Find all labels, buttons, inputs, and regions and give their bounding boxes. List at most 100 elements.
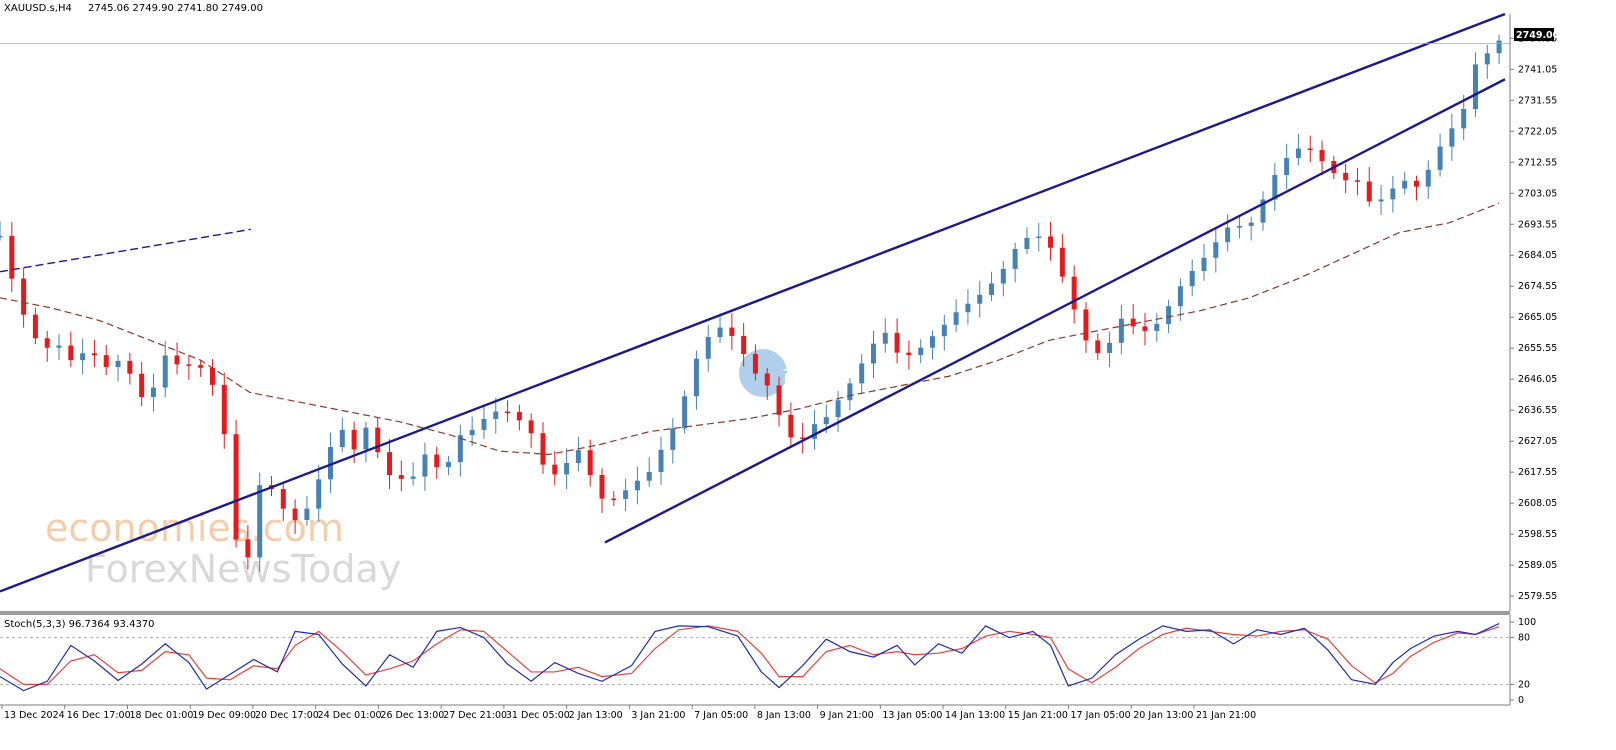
price-tick-label: 2646.05 (1518, 374, 1557, 385)
candle-bull (115, 360, 121, 367)
candle-bull (1213, 242, 1219, 258)
candle-bear (906, 352, 912, 356)
price-tick-label: 2589.05 (1518, 560, 1557, 571)
candle-bull (446, 462, 452, 468)
candle-bear (103, 355, 109, 367)
time-tick-label: 16 Dec 17:00 (67, 710, 131, 721)
time-tick-label: 7 Jan 05:00 (694, 710, 748, 721)
candle-bull (457, 435, 463, 463)
candle-bull (870, 343, 876, 364)
candle-bear (528, 420, 534, 434)
candle-bear (552, 464, 558, 475)
price-tick-label: 2703.05 (1518, 188, 1557, 199)
candle-bull (1378, 199, 1384, 202)
price-tick-label: 2684.05 (1518, 250, 1557, 261)
candle-bear (209, 367, 215, 385)
candle-bull (80, 353, 86, 361)
candle-bull (941, 324, 947, 337)
symbol-label: XAUUSD.s,H4 (4, 3, 72, 14)
candle-bull (1390, 188, 1396, 200)
candle-bear (1083, 309, 1089, 341)
candle-bull (646, 471, 652, 481)
price-tick-label: 2693.55 (1518, 219, 1557, 230)
watermark-economies: economies.com (45, 506, 344, 550)
candle-bear (245, 539, 251, 558)
candle-bear (174, 355, 180, 365)
time-tick-label: 31 Dec 05:00 (506, 710, 570, 721)
candle-bear (351, 429, 357, 450)
candle-bull (634, 480, 640, 491)
candle-bear (292, 508, 298, 520)
candle-bull (965, 303, 971, 313)
candle-bull (1425, 169, 1431, 187)
price-tick-label: 2665.05 (1518, 312, 1557, 323)
candle-bear (139, 373, 145, 398)
candle-bear (9, 235, 15, 279)
channel-upper-line (0, 12, 1506, 593)
candle-bull (658, 449, 664, 472)
candle-bull (953, 312, 959, 325)
candle-bear (611, 498, 617, 501)
candle-bear (1413, 180, 1419, 187)
candle-bear (752, 354, 758, 374)
candle-bull (811, 424, 817, 439)
candle-bull (1225, 227, 1231, 243)
candle-bear (1095, 340, 1101, 353)
stochastic-panel: Stoch(5,3,3) 96.7364 93.4370 100 80 20 0 (0, 615, 1536, 706)
candle-bull (1272, 174, 1278, 200)
candle-bull (989, 283, 995, 295)
candle-bear (434, 454, 440, 468)
candle-bear (800, 437, 806, 439)
panel-divider (0, 611, 1510, 615)
candle-bull (705, 337, 711, 359)
candle-bull (1437, 146, 1443, 170)
candle-bull (1461, 109, 1467, 129)
watermark-bizhuzi: 币圈子 (782, 365, 842, 389)
candle-bear (540, 433, 546, 465)
candle-bear (1130, 318, 1136, 327)
time-tick-label: 15 Jan 21:00 (1008, 710, 1068, 721)
time-tick-label: 2 Jan 13:00 (569, 710, 623, 721)
candle-bear (387, 452, 393, 476)
candle-bull (150, 387, 156, 398)
time-tick-label: 18 Dec 01:00 (129, 710, 193, 721)
candle-bull (882, 332, 888, 344)
candle-bull (1189, 270, 1195, 287)
candle-bear (516, 411, 522, 421)
dashed-trend-line (0, 228, 251, 273)
candle-bull (1236, 225, 1242, 228)
time-tick-label: 20 Jan 13:00 (1133, 710, 1193, 721)
candle-bear (1319, 150, 1325, 162)
time-tick-label: 13 Dec 2024 (4, 710, 65, 721)
candle-bear (894, 332, 900, 353)
watermark-logo-icon (739, 349, 787, 397)
candle-bear (505, 411, 511, 414)
candle-bull (693, 358, 699, 397)
stoch-signal-line (0, 625, 1500, 686)
price-tick-label: 2722.05 (1518, 126, 1557, 137)
candle-bull (162, 355, 168, 388)
candle-bull (493, 411, 499, 419)
time-tick-label: 9 Jan 21:00 (820, 710, 874, 721)
price-tick-label: 2674.55 (1518, 281, 1557, 292)
candle-bull (1000, 268, 1006, 284)
candle-bear (764, 373, 770, 386)
candle-bull (469, 429, 475, 436)
candle-bull (339, 429, 345, 448)
candle-bear (1366, 181, 1372, 202)
candle-bull (623, 490, 629, 499)
candle-bull (670, 428, 676, 450)
candle-bear (776, 385, 782, 415)
candle-bull (1260, 199, 1266, 223)
candle-bear (729, 327, 735, 336)
candle-bear (32, 314, 38, 339)
candle-bear (68, 345, 74, 361)
time-tick-label: 24 Dec 01:00 (318, 710, 382, 721)
price-tick-label: 2655.55 (1518, 343, 1557, 354)
candle-bull (257, 485, 263, 558)
candle-bull (1472, 64, 1478, 110)
candle-bull (1496, 40, 1502, 54)
candle-bear (587, 450, 593, 475)
time-tick-label: 14 Jan 13:00 (945, 710, 1005, 721)
